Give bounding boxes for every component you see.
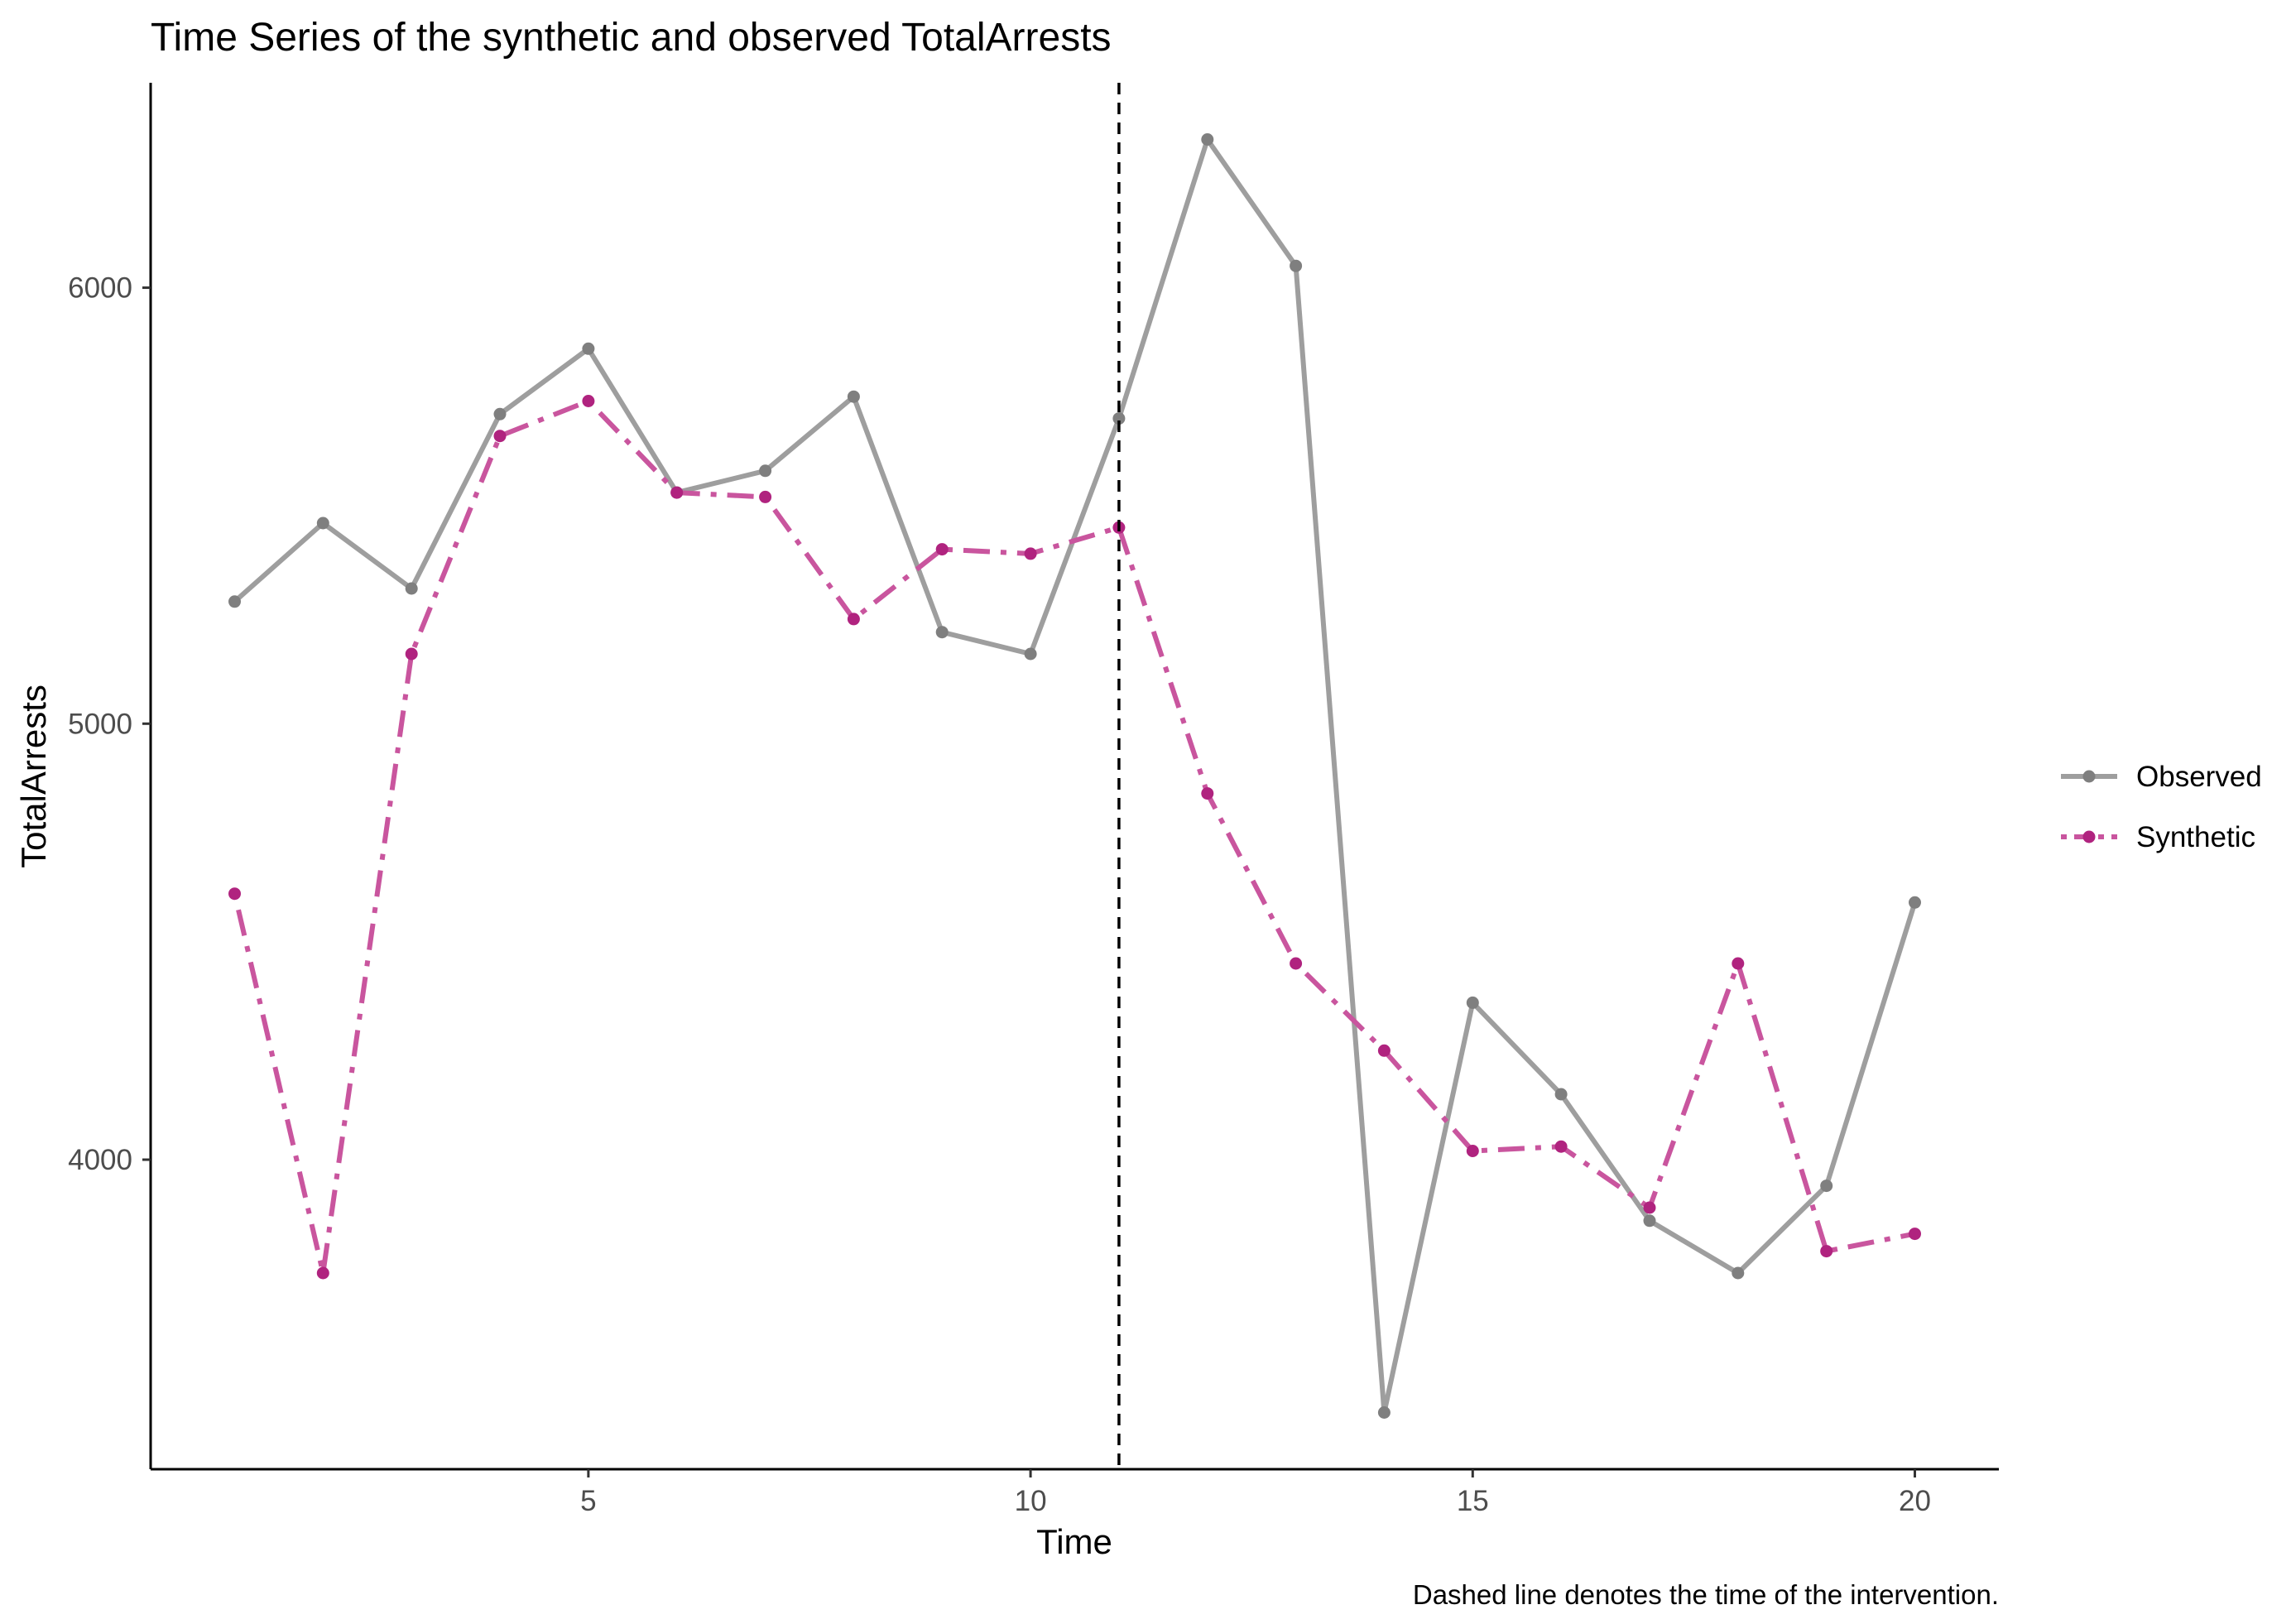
- data-point-observed: [493, 407, 507, 420]
- data-point-synthetic: [582, 395, 595, 407]
- y-axis-ticks: 4000 5000 6000: [68, 272, 151, 1176]
- data-point-observed: [1820, 1180, 1833, 1193]
- data-point-observed: [759, 464, 772, 478]
- data-point-observed: [1909, 896, 1921, 909]
- data-point-observed: [935, 626, 949, 639]
- x-tick-label: 5: [580, 1485, 596, 1517]
- x-tick-label: 15: [1457, 1485, 1489, 1517]
- x-tick-label: 10: [1015, 1485, 1047, 1517]
- data-point-synthetic: [405, 647, 418, 661]
- data-point-observed: [582, 342, 595, 355]
- data-point-synthetic: [1024, 547, 1037, 560]
- legend-label-observed: Observed: [2136, 761, 2262, 793]
- data-point-observed: [228, 595, 241, 608]
- data-point-synthetic: [1466, 1145, 1479, 1157]
- y-tick-label: 5000: [68, 708, 132, 740]
- y-tick-label: 4000: [68, 1144, 132, 1176]
- data-point-synthetic: [1732, 957, 1745, 970]
- data-point-synthetic: [493, 430, 507, 443]
- series-line-synthetic: [232, 398, 1916, 1276]
- x-axis-ticks: 5 10 15 20: [580, 1469, 1931, 1517]
- data-point-synthetic: [1643, 1201, 1656, 1214]
- plot-points: [228, 133, 1921, 1419]
- data-point-synthetic: [935, 543, 949, 556]
- legend-label-synthetic: Synthetic: [2136, 821, 2255, 853]
- data-point-observed: [316, 517, 329, 530]
- data-point-observed: [405, 582, 418, 595]
- data-point-observed: [1024, 647, 1037, 661]
- legend-point-synthetic: [2082, 830, 2096, 843]
- data-point-synthetic: [316, 1266, 329, 1280]
- data-point-synthetic: [1290, 957, 1303, 970]
- data-point-observed: [1112, 412, 1126, 425]
- data-point-observed: [1201, 133, 1214, 146]
- data-point-synthetic: [228, 887, 241, 901]
- data-point-observed: [1732, 1266, 1745, 1280]
- chart-title: Time Series of the synthetic and observe…: [151, 16, 1112, 60]
- data-point-synthetic: [759, 490, 772, 503]
- chart-caption: Dashed line denotes the time of the inte…: [1413, 1579, 1999, 1610]
- y-tick-label: 6000: [68, 272, 132, 305]
- legend-point-observed: [2082, 770, 2096, 783]
- data-point-observed: [1554, 1088, 1568, 1101]
- series-line-observed: [233, 137, 1918, 1415]
- data-point-synthetic: [1909, 1228, 1921, 1241]
- data-point-observed: [1290, 259, 1303, 272]
- y-axis-title: TotalArrests: [14, 685, 53, 868]
- data-point-synthetic: [1377, 1044, 1391, 1057]
- data-point-observed: [847, 390, 860, 403]
- data-point-synthetic: [847, 613, 860, 626]
- data-point-synthetic: [1554, 1140, 1568, 1153]
- legend: Observed Synthetic: [2061, 761, 2262, 853]
- data-point-observed: [1377, 1406, 1391, 1419]
- data-point-observed: [1643, 1214, 1656, 1228]
- x-axis-title: Time: [1036, 1522, 1112, 1561]
- plot-lines: [232, 137, 1918, 1415]
- data-point-observed: [1466, 996, 1479, 1009]
- data-point-synthetic: [670, 486, 684, 499]
- data-point-synthetic: [1820, 1245, 1833, 1258]
- x-tick-label: 20: [1899, 1485, 1931, 1517]
- data-point-synthetic: [1201, 787, 1214, 800]
